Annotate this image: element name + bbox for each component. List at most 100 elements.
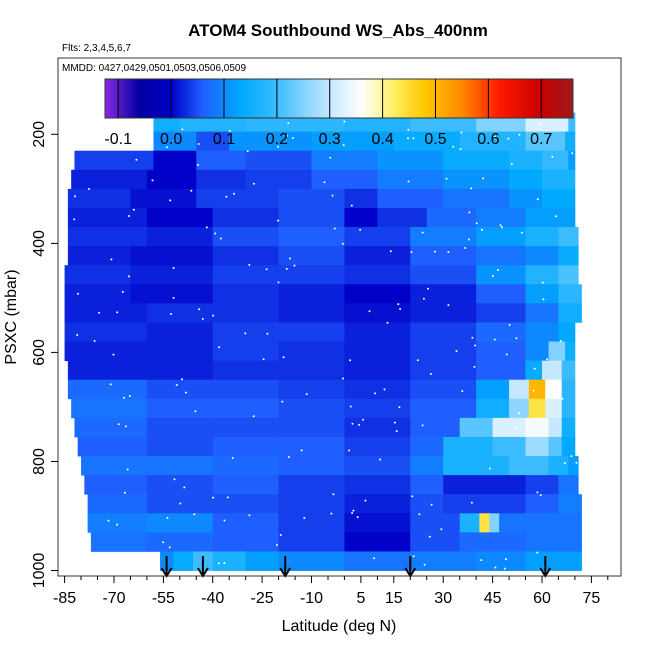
heatmap-cell [410, 456, 444, 476]
y-axis: 200 400 600 800 1000 [31, 121, 58, 588]
colorbar-tick-label: 0.2 [266, 131, 288, 148]
heatmap-cell [509, 150, 543, 171]
heatmap-cell [278, 360, 345, 381]
measurement-dot [348, 449, 351, 452]
measurement-dot [218, 346, 221, 349]
heatmap-cell [509, 379, 530, 400]
heatmap-cell [525, 284, 559, 304]
heatmap-cell [278, 207, 345, 228]
heatmap-cell [528, 379, 546, 400]
heatmap-cell [344, 360, 411, 381]
x-tick-label: -10 [300, 590, 323, 607]
measurement-dot [181, 128, 184, 131]
heatmap-cell [377, 207, 428, 228]
heatmap-cell [71, 398, 148, 419]
heatmap-cell [545, 398, 563, 419]
heatmap-cell [146, 303, 214, 323]
measurement-dot [197, 164, 200, 166]
y-tick-label: 400 [31, 230, 48, 257]
heatmap-cell [344, 265, 411, 285]
measurement-dot [428, 535, 431, 538]
heatmap-cell [67, 207, 148, 228]
heatmap-cell [344, 246, 411, 266]
heatmap-cell [81, 456, 148, 476]
heatmap-cell [410, 341, 477, 362]
measurement-dot [112, 353, 115, 356]
heatmap-cell [525, 303, 559, 323]
measurement-dot [460, 131, 463, 134]
heatmap-cell [344, 494, 411, 514]
heatmap-cell [561, 436, 576, 457]
heatmap-cell [558, 475, 579, 495]
heatmap-cell [509, 456, 549, 476]
x-tick-label: -55 [152, 590, 175, 607]
measurement-dot [389, 250, 392, 253]
heatmap-cell [212, 303, 279, 323]
measurement-dot [122, 396, 125, 399]
heatmap-cell [525, 360, 543, 381]
heatmap-cell [87, 494, 148, 514]
measurement-dot [539, 494, 542, 497]
measurement-dot [499, 224, 502, 227]
heatmap-cell [146, 417, 214, 438]
measurement-dot [223, 519, 226, 522]
heatmap-cell [525, 265, 559, 285]
measurement-dot [559, 340, 562, 342]
heatmap-cell [568, 150, 576, 171]
measurement-dot [504, 558, 507, 561]
measurement-dot [508, 324, 511, 326]
heatmap-cell [64, 341, 148, 362]
heatmap-cell [509, 398, 530, 419]
plot-frame [57, 57, 622, 577]
measurement-dot [407, 180, 410, 183]
measurement-dot [349, 359, 352, 362]
x-tick-label: 5 [356, 590, 365, 607]
heatmap-cell [525, 246, 559, 266]
heatmap-cell [476, 551, 526, 571]
measurement-dot [459, 148, 462, 151]
heatmap-cell [130, 284, 214, 304]
measurement-dot [225, 195, 228, 198]
heatmap-cell [565, 131, 576, 152]
measurement-dot [359, 228, 362, 231]
heatmap-cell [548, 436, 563, 457]
heatmap-cell [476, 303, 526, 323]
measurement-dot [277, 281, 280, 284]
chart-subtitle-dates: MMDD: 0427,0429,0501,0503,0506,0509 [62, 63, 246, 74]
heatmap-cell [146, 379, 214, 400]
heatmap-cell [153, 150, 197, 171]
heatmap-cell [278, 456, 345, 476]
x-tick-label: 30 [434, 590, 452, 607]
heatmap-cell [492, 417, 526, 438]
measurement-dot [212, 314, 215, 317]
heatmap-cell [130, 265, 214, 285]
heatmap-cell [541, 188, 576, 209]
measurement-dot [362, 418, 364, 421]
measurement-dot [533, 367, 536, 370]
heatmap-cell [492, 436, 526, 457]
heatmap-cell [344, 379, 411, 400]
measurement-dot [190, 189, 193, 192]
measurement-dot [128, 395, 131, 397]
measurement-dot [471, 336, 474, 339]
heatmap-cell [443, 494, 526, 514]
heatmap-cell [344, 417, 411, 438]
measurement-dot [374, 392, 377, 395]
heatmap-cell [278, 341, 345, 362]
heatmap-cell [548, 456, 569, 476]
measurement-dot [198, 308, 201, 311]
measurement-dot [368, 310, 371, 313]
measurement-dot [183, 486, 186, 489]
heatmap-cell [525, 436, 549, 457]
heatmap-cell [525, 551, 582, 571]
x-tick-label: -25 [251, 590, 274, 607]
heatmap-cell [196, 188, 279, 209]
measurement-dot [205, 226, 208, 229]
heatmap-cell [410, 284, 477, 304]
heatmap-cell [67, 379, 148, 400]
heatmap-cell [146, 169, 197, 190]
heatmap-cell [212, 513, 279, 533]
heatmap-cell [245, 169, 312, 190]
measurement-dot [488, 467, 491, 470]
